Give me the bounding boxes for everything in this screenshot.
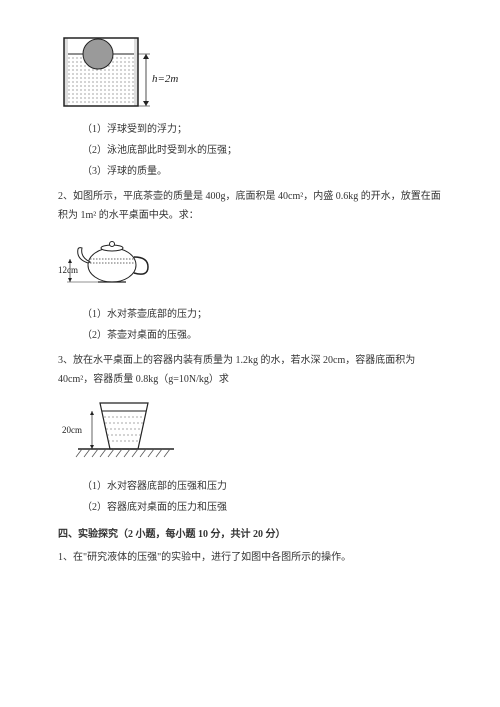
section-4-q1: 1、在"研究液体的压强"的实验中，进行了如图中各图所示的操作。 — [58, 548, 442, 567]
problem-3-text: 3、放在水平桌面上的容器内装有质量为 1.2kg 的水，若水深 20cm，容器底… — [58, 351, 442, 389]
p2-sub2: （2）茶壶对桌面的压强。 — [58, 326, 442, 345]
figure-teapot: 12cm — [58, 229, 442, 299]
figure-pool-ball: h=2m — [58, 32, 442, 114]
container-depth-label: 20cm — [62, 425, 82, 435]
p1-sub2: （2）泳池底部此时受到水的压强； — [58, 141, 442, 160]
teapot-height-label: 12cm — [58, 265, 78, 275]
h-label: h=2m — [152, 73, 178, 85]
p3-sub1: （1）水对容器底部的压强和压力 — [58, 477, 442, 496]
problem-2-text: 2、如图所示，平底茶壶的质量是 400g，底面积是 40cm²，内盛 0.6kg… — [58, 187, 442, 225]
p1-sub3: （3）浮球的质量。 — [58, 162, 442, 181]
p1-sub1: （1）浮球受到的浮力； — [58, 120, 442, 139]
p3-sub2: （2）容器底对桌面的压力和压强 — [58, 498, 442, 517]
teapot-svg: 12cm — [58, 229, 168, 299]
p2-sub1: （1）水对茶壶底部的压力； — [58, 305, 442, 324]
pool-ball-svg: h=2m — [58, 32, 188, 114]
container-svg: 20cm — [58, 393, 188, 471]
section-4-title: 四、实验探究（2 小题，每小题 10 分，共计 20 分） — [58, 525, 442, 544]
figure-container: 20cm — [58, 393, 442, 471]
